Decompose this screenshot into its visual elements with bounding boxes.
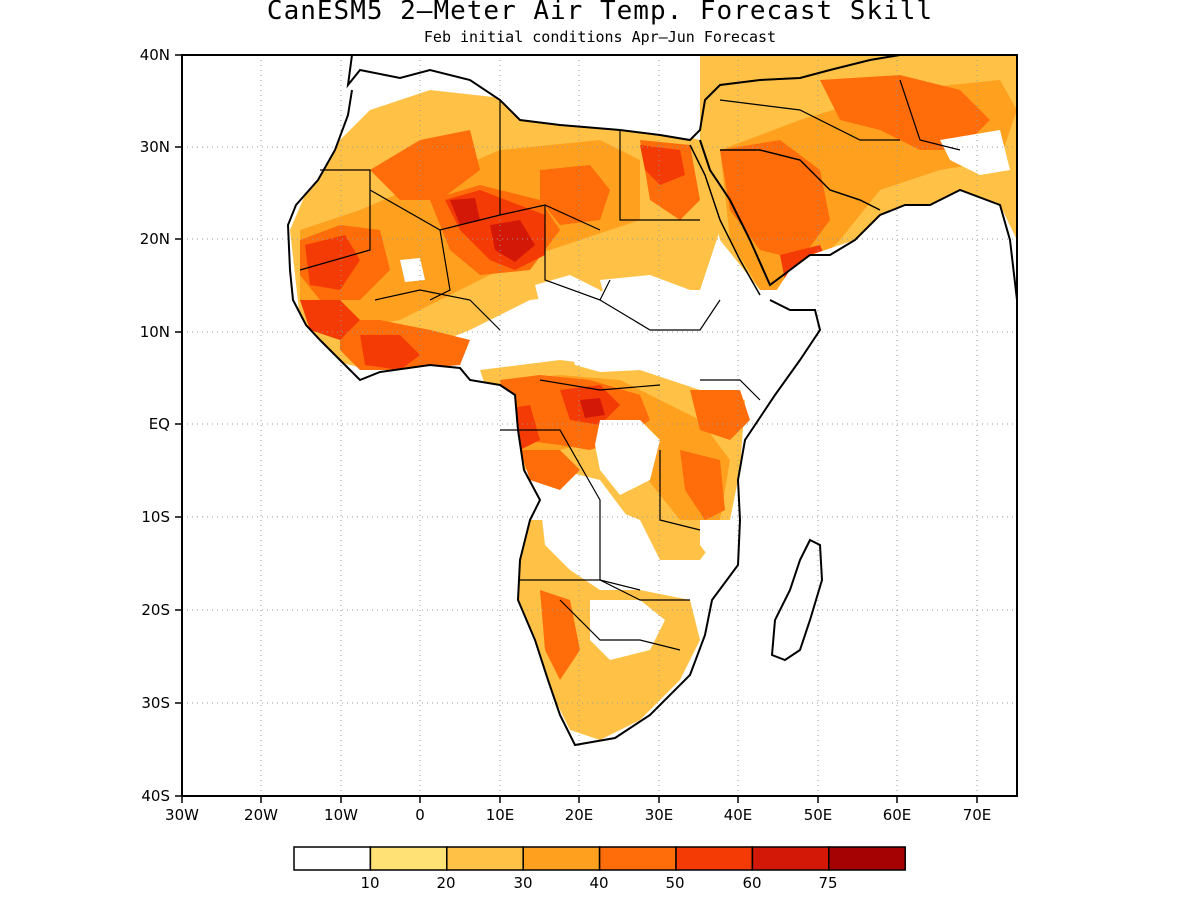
colorbar-swatch: [446, 846, 524, 871]
colorbar-label: 30: [513, 874, 532, 892]
x-tick-label: 30E: [645, 806, 674, 824]
x-tick-label: 20E: [565, 806, 594, 824]
chart-subtitle: Feb initial conditions Apr–Jun Forecast: [423, 28, 777, 46]
tick-marks: [175, 54, 978, 803]
y-tick-label: EQ: [149, 415, 170, 433]
map-frame: [181, 54, 1018, 797]
colorbar-label: 20: [436, 874, 455, 892]
x-axis-labels: 30W 20W 10W 0 10E 20E 30E 40E 50E 60E 70…: [165, 806, 991, 824]
madagascar-outline: [770, 538, 824, 662]
colorbar-swatch: [598, 846, 677, 871]
x-tick-label: 0: [415, 806, 425, 824]
colorbar-label: 75: [818, 874, 837, 892]
coastline: [286, 54, 1018, 747]
y-tick-label: 40S: [141, 787, 170, 805]
colorbar-swatch: [828, 846, 906, 871]
y-tick-label: 30S: [141, 694, 170, 712]
colorbar-swatch: [675, 846, 754, 871]
map-gridlines: [182, 55, 1017, 796]
colorbar-swatch: [751, 846, 830, 871]
colorbar-swatch: [522, 846, 601, 871]
chart-title: CanESM5 2–Meter Air Temp. Forecast Skill: [266, 0, 934, 26]
colorbar-labels: 10 20 30 40 50 60 75: [360, 874, 837, 892]
colorbar-swatch: [369, 846, 448, 871]
x-tick-label: 70E: [963, 806, 992, 824]
y-tick-label: 20N: [140, 230, 170, 248]
x-tick-label: 10W: [324, 806, 358, 824]
colorbar-label: 50: [665, 874, 684, 892]
y-tick-label: 40N: [140, 46, 170, 64]
y-axis-labels: 40N 30N 20N 10N EQ 10S 20S 30S 40S: [140, 46, 170, 805]
x-tick-label: 30W: [165, 806, 199, 824]
x-tick-label: 60E: [883, 806, 912, 824]
x-tick-label: 40E: [724, 806, 753, 824]
y-tick-label: 30N: [140, 138, 170, 156]
colorbar: [293, 846, 906, 871]
colorbar-swatch: [293, 846, 372, 871]
colorbar-label: 10: [360, 874, 379, 892]
red-sea-outline: [689, 144, 881, 296]
y-tick-label: 10N: [140, 323, 170, 341]
x-tick-label: 10E: [486, 806, 515, 824]
skill-shading: [290, 55, 1017, 740]
country-borders: [299, 79, 961, 651]
x-tick-label: 50E: [804, 806, 833, 824]
y-tick-label: 20S: [141, 601, 170, 619]
colorbar-label: 40: [589, 874, 608, 892]
colorbar-label: 60: [742, 874, 761, 892]
x-tick-label: 20W: [244, 806, 278, 824]
y-tick-label: 10S: [141, 508, 170, 526]
